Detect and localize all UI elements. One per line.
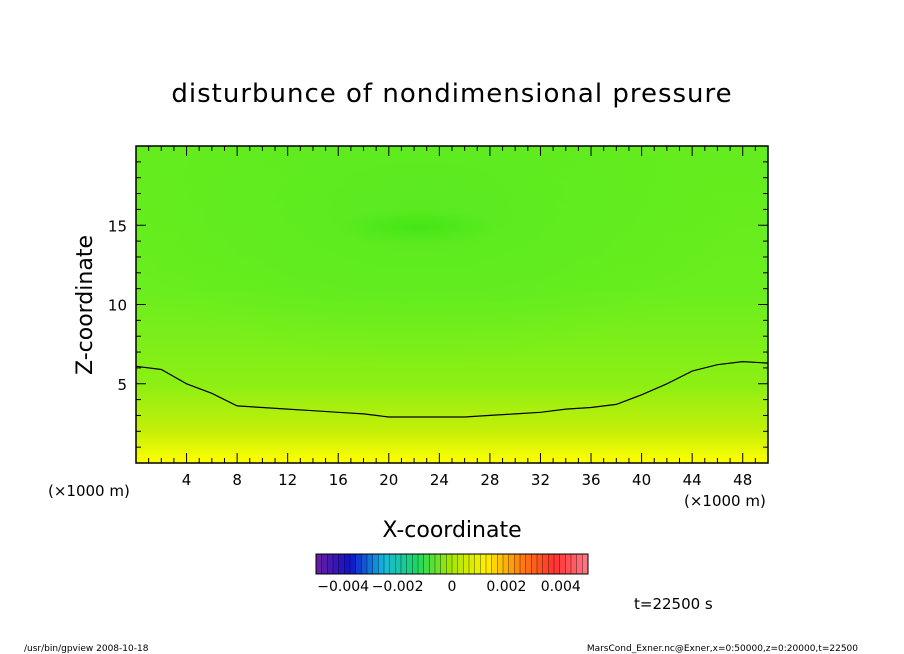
x-tick-label: 32 — [531, 471, 550, 489]
colorbar-cell — [497, 554, 504, 574]
x-unit-left: (×1000 m) — [48, 482, 130, 500]
colorbar-cell — [406, 554, 413, 574]
x-axis-label: X-coordinate — [382, 518, 521, 543]
colorbar-cell — [338, 554, 345, 574]
colorbar-cell — [446, 554, 453, 574]
y-tick-label: 15 — [108, 217, 127, 235]
colorbar-cell — [514, 554, 521, 574]
contour-line — [136, 360, 768, 418]
x-unit-right: (×1000 m) — [684, 492, 766, 510]
colorbar-cell — [542, 554, 549, 574]
colorbar-cell — [480, 554, 487, 574]
x-tick-label: 24 — [430, 471, 449, 489]
x-tick-label: 44 — [683, 471, 702, 489]
colorbar-tick-label: 0.004 — [541, 579, 581, 595]
colorbar-cell — [571, 554, 578, 574]
y-tick-label: 5 — [117, 376, 127, 394]
colorbar-cell — [367, 554, 374, 574]
footer-right: MarsCond_Exner.nc@Exner,x=0:50000,z=0:20… — [587, 644, 858, 654]
x-tick-label: 28 — [480, 471, 499, 489]
colorbar-cell — [321, 554, 328, 574]
x-tick-label: 12 — [278, 471, 297, 489]
colorbar-cell — [372, 554, 379, 574]
colorbar-tick-label: 0.002 — [486, 579, 526, 595]
colorbar — [315, 554, 589, 574]
colorbar-cell — [559, 554, 566, 574]
colorbar-cell — [350, 554, 357, 574]
colorbar-cell — [361, 554, 368, 574]
colorbar-cell — [503, 554, 510, 574]
plot-area — [136, 146, 768, 463]
x-tick-label: 16 — [329, 471, 348, 489]
colorbar-cell — [548, 554, 555, 574]
colorbar-cell — [537, 554, 544, 574]
colorbar-frame — [315, 553, 589, 575]
colorbar-cell — [378, 554, 385, 574]
x-tick-label: 8 — [232, 471, 242, 489]
colorbar-cell — [576, 554, 583, 574]
colorbar-cell — [525, 554, 532, 574]
colorbar-cell — [418, 554, 425, 574]
colorbar-cell — [531, 554, 538, 574]
x-tick-label: 48 — [733, 471, 752, 489]
colorbar-cell — [327, 554, 334, 574]
colorbar-cell — [463, 554, 470, 574]
colorbar-cell — [520, 554, 527, 574]
axis-ticks — [136, 146, 768, 463]
colorbar-tick-label: −0.002 — [372, 579, 424, 595]
x-tick-label: 36 — [581, 471, 600, 489]
field-low-region — [136, 146, 740, 410]
colorbar-cell — [491, 554, 498, 574]
colorbar-cell — [474, 554, 481, 574]
colorbar-cell — [508, 554, 515, 574]
colorbar-labels: −0.004 −0.002 0 0.002 0.004 — [317, 579, 581, 595]
colorbar-tick-label: −0.004 — [317, 579, 369, 595]
colorbar-cell — [355, 554, 362, 574]
colorbar-cell — [384, 554, 391, 574]
colorbar-cell — [435, 554, 442, 574]
colorbar-tick-label: 0 — [448, 579, 457, 595]
colorbar-cell — [554, 554, 561, 574]
colorbar-cell — [412, 554, 419, 574]
chart-title: disturbunce of nondimensional pressure — [171, 79, 732, 109]
colorbar-cell — [457, 554, 464, 574]
colorbar-cell — [316, 554, 323, 574]
y-tick-labels: 5 10 15 — [108, 217, 127, 394]
time-label: t=22500 s — [634, 595, 713, 613]
colorbar-cell — [389, 554, 396, 574]
colorbar-cell — [452, 554, 459, 574]
colorbar-cell — [440, 554, 447, 574]
colorbar-cell — [565, 554, 572, 574]
colorbar-cell — [469, 554, 476, 574]
x-tick-labels: 4 8 12 16 20 24 28 32 36 40 44 48 — [182, 471, 752, 489]
x-tick-label: 4 — [182, 471, 192, 489]
colorbar-cell — [395, 554, 402, 574]
colorbar-cell — [333, 554, 340, 574]
field-minimum — [337, 209, 497, 245]
colorbar-cell — [344, 554, 351, 574]
colorbar-cell — [401, 554, 408, 574]
y-axis-label: Z-coordinate — [73, 235, 98, 375]
colorbar-cell — [486, 554, 493, 574]
x-tick-label: 40 — [632, 471, 651, 489]
colorbar-cell — [429, 554, 436, 574]
colorbar-cell — [423, 554, 430, 574]
y-tick-label: 10 — [108, 297, 127, 315]
colorbar-cell — [582, 554, 589, 574]
x-tick-label: 20 — [379, 471, 398, 489]
footer-left: /usr/bin/gpview 2008-10-18 — [24, 644, 149, 654]
